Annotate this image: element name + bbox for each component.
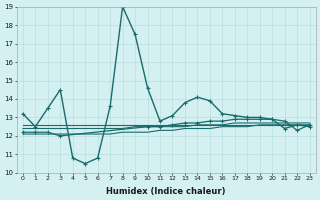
X-axis label: Humidex (Indice chaleur): Humidex (Indice chaleur) [107, 187, 226, 196]
